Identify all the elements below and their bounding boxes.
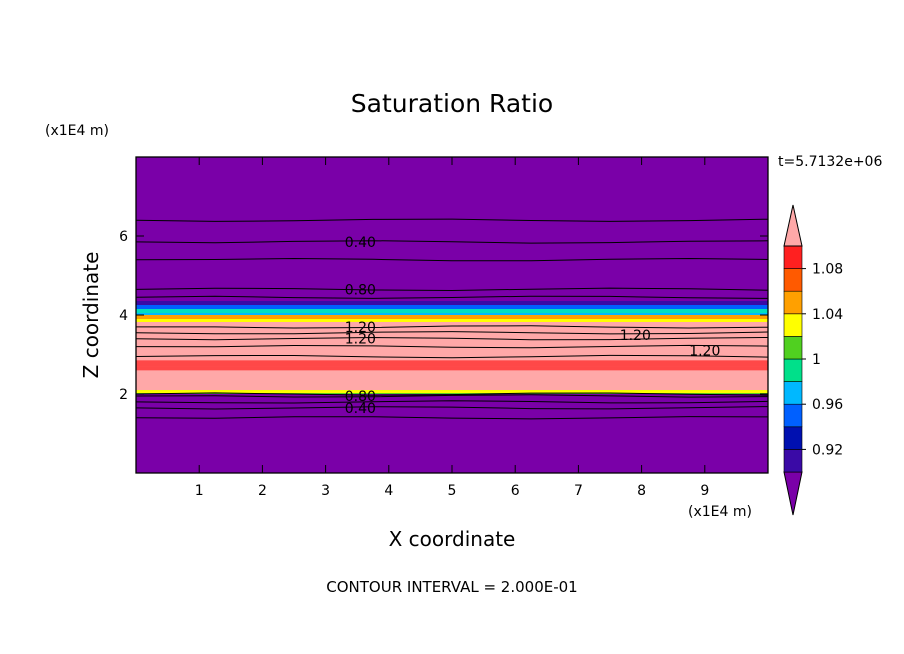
band-detail-blue	[136, 305, 768, 309]
contour-label: 0.40	[345, 401, 376, 417]
contour-label: 1.20	[345, 332, 376, 348]
colorbar-extend-low	[783, 471, 803, 516]
colorbar-bin	[783, 290, 803, 315]
y-axis-label: Z coordinate	[79, 252, 103, 379]
contour-line	[135, 416, 769, 420]
band-detail-navy	[136, 301, 768, 305]
x-unit-label: (x1E4 m)	[688, 504, 752, 520]
contour-label: 0.40	[345, 235, 376, 251]
contour-labels: 0.400.801.201.20 1.201.200.800.40	[345, 235, 721, 417]
colorbar-bin	[783, 358, 803, 382]
colorbar-bin	[783, 336, 803, 360]
contour-label: 1.20	[689, 344, 720, 360]
y-unit-label: (x1E4 m)	[45, 123, 109, 139]
x-axis-label: X coordinate	[389, 527, 516, 551]
contour-interval-footer: CONTOUR INTERVAL = 2.000E-01	[326, 578, 577, 596]
colorbar-label: 0.92	[812, 442, 843, 458]
contour-line	[135, 394, 769, 398]
band-detail-cyan	[136, 309, 768, 313]
colorbar-bin	[783, 313, 803, 337]
contour-lines	[135, 218, 769, 420]
band-5	[136, 157, 768, 304]
x-tick-label: 8	[637, 483, 646, 499]
band-0	[136, 394, 768, 473]
contour-line	[135, 406, 769, 410]
x-tick-label: 4	[384, 483, 393, 499]
contour-line	[135, 392, 769, 396]
colorbar-label: 0.96	[812, 397, 843, 413]
x-tick-label: 9	[700, 483, 709, 499]
color-bands	[136, 157, 768, 473]
colorbar-bin	[783, 245, 803, 269]
chart-title: Saturation Ratio	[351, 89, 553, 118]
y-tick-label: 6	[119, 229, 128, 245]
contour-label: 0.80	[345, 282, 376, 298]
y-tick-label: 2	[119, 387, 128, 403]
contour-line	[135, 295, 769, 299]
colorbar-label: 1.04	[812, 307, 843, 323]
contour-line	[135, 336, 769, 341]
x-tick-label: 5	[448, 483, 457, 499]
colorbar-bin	[783, 381, 803, 405]
band-detail-orange	[136, 315, 768, 319]
band-2	[136, 366, 768, 391]
colorbar-label: 1.08	[812, 262, 843, 278]
x-tick-label: 2	[258, 483, 267, 499]
x-tick-label: 6	[511, 483, 520, 499]
contour-line	[135, 400, 769, 404]
colorbar-bin	[783, 449, 803, 473]
colorbar-bin	[783, 268, 803, 292]
x-tick-label: 7	[574, 483, 583, 499]
x-tick-label: 3	[321, 483, 330, 499]
y-axis-ticks: 2 4 6	[119, 229, 768, 403]
band-3	[136, 315, 768, 367]
x-axis-ticks: 1 2 3 4 5 6 7 8 9	[195, 157, 709, 499]
colorbar-bin	[783, 426, 803, 450]
contour-line	[135, 240, 769, 244]
contour-label: 0.80	[345, 389, 376, 405]
contour-line	[135, 218, 769, 222]
band-detail-red	[136, 360, 768, 371]
colorbar: 0.92 0.96 1 1.04 1.08	[783, 204, 843, 516]
colorbar-bin	[783, 403, 803, 428]
contour-line	[135, 257, 769, 262]
contour-line	[135, 331, 769, 335]
contour-line	[135, 354, 769, 359]
colorbar-extend-high	[783, 204, 803, 247]
time-label: t=5.7132e+06	[778, 154, 882, 170]
x-tick-label: 1	[195, 483, 204, 499]
colorbar-label: 1	[812, 352, 821, 368]
band-detail-yellow-low	[136, 390, 768, 394]
y-tick-label: 4	[119, 308, 128, 324]
contour-line	[135, 287, 769, 292]
contour-label: 1.20	[620, 328, 651, 344]
contour-line	[135, 325, 769, 329]
contour-line	[135, 344, 769, 349]
band-detail-yellow	[136, 319, 768, 322]
contour-label: 1.20	[345, 320, 376, 336]
